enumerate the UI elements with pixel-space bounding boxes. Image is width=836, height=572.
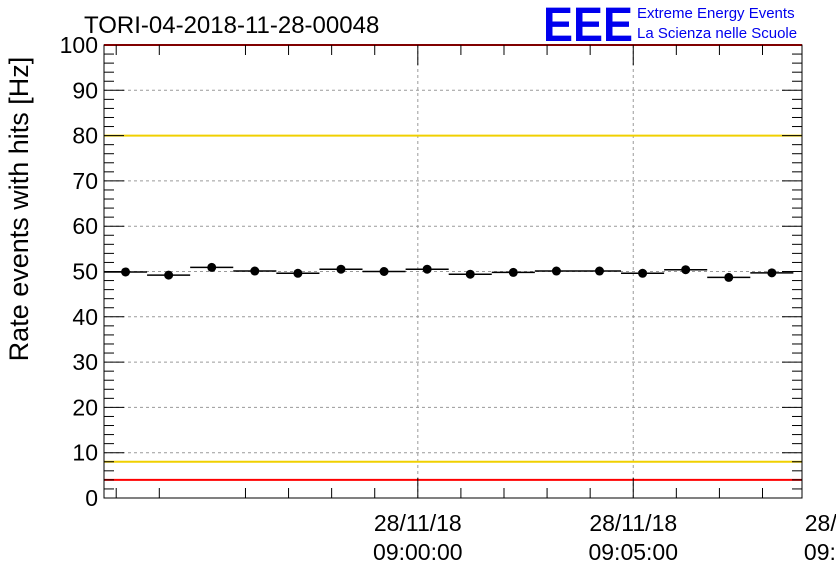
x-tick-date: 28/11/18 — [589, 510, 677, 536]
data-point — [207, 262, 217, 272]
x-tick-time: 09:10:00 — [804, 539, 836, 565]
data-point — [594, 266, 604, 276]
axis-ticks — [104, 44, 802, 499]
data-point — [250, 266, 260, 276]
y-tick-label: 60 — [72, 213, 98, 239]
data-point — [293, 268, 303, 278]
data-point — [465, 269, 475, 279]
y-tick-label: 50 — [72, 259, 98, 285]
data-point — [681, 265, 691, 275]
data-point — [422, 264, 432, 274]
data-point — [121, 267, 131, 277]
y-axis-label: Rate events with hits [Hz] — [4, 57, 34, 362]
logo-line-2: La Scienza nelle Scuole — [637, 25, 797, 42]
data-point — [638, 268, 648, 278]
data-point — [508, 267, 518, 277]
reference-lines — [104, 44, 802, 481]
data-point — [379, 267, 389, 276]
y-tick-label: 90 — [72, 77, 98, 103]
y-tick-label: 40 — [72, 304, 98, 330]
y-tick-label: 20 — [72, 394, 98, 420]
y-tick-label: 10 — [72, 440, 98, 466]
y-tick-label: 30 — [72, 349, 98, 375]
tick-labels: 0 10 20 30 40 50 60 70 80 90 100 28/11/18 09:00:00 28… — [60, 32, 836, 565]
chart-title: TORI-04-2018-11-28-00048 — [84, 12, 379, 39]
x-tick-time: 09:05:00 — [588, 539, 678, 565]
x-tick-time: 09:00:00 — [373, 539, 463, 565]
y-tick-label: 70 — [72, 168, 98, 194]
data-points — [104, 262, 794, 282]
data-point — [164, 270, 174, 280]
logo-line-1: Extreme Energy Events — [637, 5, 795, 22]
y-tick-label: 0 — [85, 485, 98, 511]
data-point — [551, 266, 561, 276]
data-point — [767, 268, 777, 278]
eee-logo: EEE Extreme Energy Events La Scienza nel… — [543, 0, 797, 52]
data-point — [724, 272, 734, 282]
x-tick-date: 28/11/18 — [805, 510, 836, 536]
x-tick-date: 28/11/18 — [374, 510, 462, 536]
y-tick-label: 80 — [72, 123, 98, 149]
data-point — [336, 264, 346, 274]
y-tick-label: 100 — [60, 32, 98, 58]
logo-mark: EEE — [543, 0, 633, 52]
